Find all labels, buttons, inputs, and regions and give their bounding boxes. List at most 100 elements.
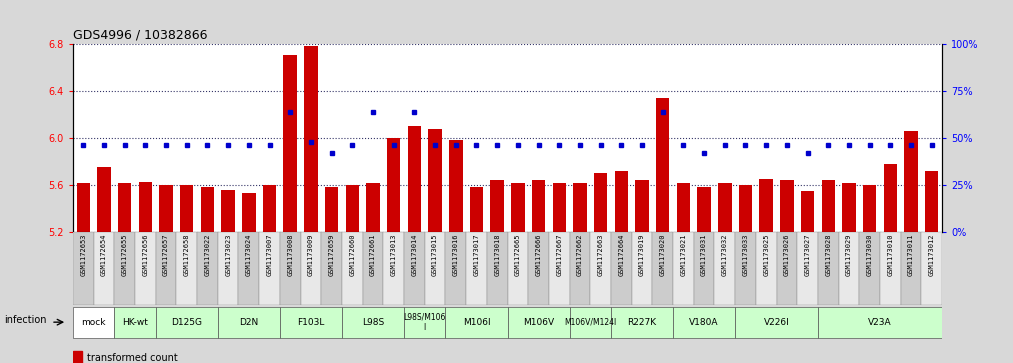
Bar [652, 232, 673, 305]
Bar [922, 232, 942, 305]
Text: V23A: V23A [868, 318, 891, 327]
Text: M106V: M106V [523, 318, 554, 327]
Bar [611, 232, 632, 305]
Bar [428, 129, 442, 232]
Text: GSM1172660: GSM1172660 [349, 234, 356, 276]
Bar [218, 307, 280, 338]
Text: V226I: V226I [764, 318, 789, 327]
Text: GSM1173029: GSM1173029 [846, 234, 852, 276]
Bar [842, 183, 856, 232]
Bar [859, 232, 880, 305]
Bar [201, 188, 214, 232]
Bar [635, 180, 648, 232]
Bar [756, 232, 777, 305]
Bar [528, 232, 549, 305]
Text: D2N: D2N [239, 318, 258, 327]
Text: GSM1172666: GSM1172666 [536, 234, 542, 276]
Text: GSM1173024: GSM1173024 [246, 234, 252, 276]
Bar [73, 232, 93, 305]
Text: GSM1172654: GSM1172654 [101, 234, 107, 276]
Bar [777, 232, 797, 305]
Text: GSM1172661: GSM1172661 [370, 234, 376, 276]
Bar [508, 232, 528, 305]
Bar [822, 180, 835, 232]
Bar [301, 232, 321, 305]
Bar [508, 307, 569, 338]
Text: GSM1173013: GSM1173013 [391, 234, 397, 276]
Bar [594, 174, 608, 232]
Bar [345, 185, 359, 232]
Text: GSM1173015: GSM1173015 [433, 234, 438, 276]
Bar [925, 171, 938, 232]
Bar [673, 307, 735, 338]
Bar [466, 232, 487, 305]
Bar [446, 307, 508, 338]
Bar [573, 183, 587, 232]
Text: GSM1173026: GSM1173026 [784, 234, 790, 276]
Bar [714, 232, 735, 305]
Bar [738, 185, 753, 232]
Bar [735, 232, 756, 305]
Bar [817, 232, 839, 305]
Text: GSM1173016: GSM1173016 [453, 234, 459, 276]
Text: GSM1173017: GSM1173017 [473, 234, 479, 276]
Bar [632, 232, 652, 305]
Bar [697, 188, 711, 232]
Bar [383, 232, 404, 305]
Text: D125G: D125G [171, 318, 203, 327]
Bar [118, 183, 132, 232]
Bar [569, 232, 591, 305]
Text: GSM1173033: GSM1173033 [743, 234, 749, 276]
Bar [760, 179, 773, 232]
Bar [404, 307, 446, 338]
Text: GSM1173025: GSM1173025 [763, 234, 769, 276]
Text: GSM1173019: GSM1173019 [639, 234, 645, 276]
Bar [280, 307, 342, 338]
Text: HK-wt: HK-wt [123, 318, 148, 327]
Bar [387, 138, 400, 232]
Text: M106I: M106I [463, 318, 490, 327]
Bar [77, 183, 90, 232]
Bar [552, 183, 566, 232]
Bar [156, 232, 176, 305]
Bar [93, 232, 114, 305]
Bar [280, 232, 301, 305]
Bar [817, 307, 942, 338]
Bar [198, 232, 218, 305]
Text: GSM1172662: GSM1172662 [577, 234, 582, 276]
Text: R227K: R227K [627, 318, 656, 327]
Text: GSM1173009: GSM1173009 [308, 234, 314, 276]
Bar [487, 232, 508, 305]
Bar [367, 183, 380, 232]
Bar [901, 232, 922, 305]
Text: GSM1173022: GSM1173022 [205, 234, 211, 276]
Text: mock: mock [81, 318, 106, 327]
Text: GSM1172656: GSM1172656 [143, 234, 148, 276]
Bar [222, 190, 235, 232]
Bar [883, 164, 898, 232]
Bar [73, 307, 114, 338]
Text: L98S: L98S [362, 318, 384, 327]
Bar [218, 232, 238, 305]
Bar [446, 232, 466, 305]
Text: GSM1173020: GSM1173020 [659, 234, 666, 276]
Text: GSM1172663: GSM1172663 [598, 234, 604, 276]
Bar [532, 180, 545, 232]
Bar [673, 232, 694, 305]
Bar [591, 232, 611, 305]
Bar [863, 185, 876, 232]
Bar [304, 46, 318, 232]
Bar [156, 307, 218, 338]
Bar [656, 98, 670, 232]
Bar [449, 140, 463, 232]
Bar [176, 232, 198, 305]
Text: L98S/M106
I: L98S/M106 I [403, 313, 446, 332]
Bar [325, 188, 338, 232]
Bar [407, 126, 421, 232]
Bar [735, 307, 817, 338]
Bar [342, 232, 363, 305]
Text: V180A: V180A [690, 318, 719, 327]
Bar [512, 183, 525, 232]
Text: M106V/M124I: M106V/M124I [564, 318, 617, 327]
Bar [611, 307, 673, 338]
